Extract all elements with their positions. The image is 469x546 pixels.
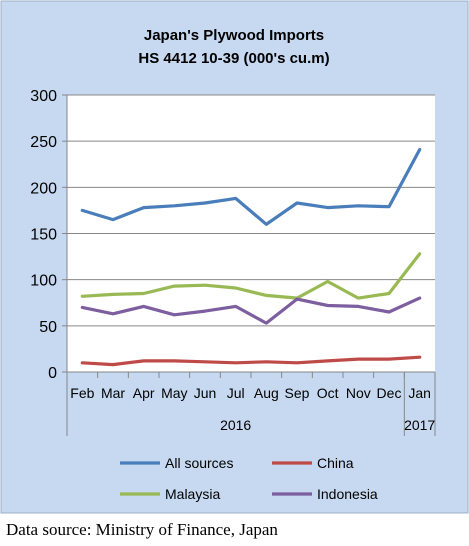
series-line-malaysia [80, 252, 422, 300]
series-line-china [80, 355, 422, 367]
data-point-indonesia-dec [388, 311, 390, 313]
x-tick-label-aug: Aug [254, 385, 279, 401]
data-point-all-sources-dec [388, 205, 390, 208]
data-point-china-nov [357, 358, 360, 360]
legend: All sources China Malaysia Indonesia [120, 455, 378, 502]
y-tick-label-300: 300 [30, 88, 57, 105]
y-tick-label-250: 250 [30, 134, 57, 151]
data-point-indonesia-oct [326, 304, 329, 307]
data-point-all-sources-oct [326, 206, 329, 209]
data-point-all-sources-mar [112, 218, 114, 221]
series-indonesia [80, 296, 422, 325]
series-line-indonesia [80, 296, 422, 325]
legend-item-malaysia: Malaysia [120, 486, 220, 502]
data-point-china-may [173, 360, 176, 362]
data-point-indonesia-aug [265, 322, 268, 324]
data-point-china-oct [326, 360, 329, 362]
data-point-indonesia-mar [112, 312, 114, 315]
data-point-indonesia-jun [204, 310, 206, 312]
series-lines [80, 147, 422, 367]
y-tick-label-50: 50 [39, 319, 57, 336]
data-point-malaysia-jun [204, 284, 206, 287]
x-tick-label-nov: Nov [346, 385, 371, 401]
data-point-china-feb [81, 361, 84, 364]
data-point-china-apr [142, 360, 145, 362]
legend-item-indonesia: Indonesia [272, 486, 378, 502]
data-point-all-sources-feb [81, 209, 84, 212]
x-tick-label-sep: Sep [285, 385, 310, 401]
x-tick-label-may: May [161, 385, 187, 401]
data-point-all-sources-apr [142, 206, 145, 209]
data-point-china-jul [234, 361, 237, 364]
data-point-china-mar [112, 363, 114, 366]
data-point-all-sources-jul [234, 197, 237, 200]
data-point-malaysia-feb [81, 295, 84, 298]
data-point-indonesia-jul [234, 305, 237, 308]
data-point-indonesia-feb [81, 306, 84, 309]
x-tick-label-feb: Feb [70, 385, 94, 401]
legend-label-malaysia: Malaysia [165, 486, 220, 502]
x-tick-label-jul: Jul [227, 385, 245, 401]
series-all-sources [80, 147, 422, 226]
x-tick-label-apr: Apr [133, 385, 155, 401]
y-tick-label-150: 150 [30, 227, 57, 244]
year-label-2017: 2017 [404, 417, 435, 433]
grid-lines [67, 94, 435, 327]
data-point-indonesia-apr [142, 305, 145, 308]
data-point-malaysia-apr [142, 292, 145, 295]
data-point-indonesia-jan [418, 297, 421, 300]
x-tick-label-jan: Jan [408, 385, 431, 401]
data-point-malaysia-oct [326, 280, 329, 283]
data-point-china-sep [296, 361, 298, 364]
legend-label-all-sources: All sources [165, 455, 233, 471]
data-point-malaysia-may [173, 285, 176, 288]
line-chart: Japan's Plywood Imports HS 4412 10-39 (0… [0, 0, 469, 514]
data-point-malaysia-mar [112, 293, 114, 296]
data-point-malaysia-nov [357, 297, 360, 300]
data-point-malaysia-dec [388, 292, 390, 295]
x-tick-label-jun: Jun [194, 385, 217, 401]
legend-item-china: China [272, 455, 354, 471]
y-axis: 0 50 100 150 200 250 300 [30, 88, 68, 382]
x-tick-label-mar: Mar [101, 385, 125, 401]
data-point-all-sources-jan [418, 148, 421, 151]
data-point-malaysia-jan [418, 252, 421, 255]
y-tick-label-200: 200 [30, 180, 57, 197]
data-point-malaysia-jul [234, 287, 237, 289]
data-point-all-sources-aug [265, 223, 268, 226]
data-point-malaysia-aug [265, 294, 268, 297]
data-point-all-sources-may [173, 204, 176, 207]
legend-item-all-sources: All sources [120, 455, 233, 471]
data-point-all-sources-jun [204, 202, 206, 204]
y-tick-label-100: 100 [30, 273, 57, 290]
chart-container: Japan's Plywood Imports HS 4412 10-39 (0… [0, 0, 469, 514]
data-source-note: Data source: Ministry of Finance, Japan [6, 520, 278, 539]
series-line-all-sources [80, 147, 422, 226]
data-point-china-dec [388, 358, 390, 360]
data-point-indonesia-may [173, 313, 176, 316]
data-point-china-aug [265, 360, 268, 363]
legend-label-china: China [317, 455, 354, 471]
y-tick-label-0: 0 [48, 365, 57, 382]
data-point-all-sources-nov [357, 204, 360, 207]
x-tick-label-dec: Dec [377, 385, 402, 401]
year-label-2016: 2016 [220, 417, 251, 433]
x-axis: Feb Mar Apr May Jun Jul Aug Sep Oct Nov Dec Jan 2016… [66, 371, 436, 436]
data-point-all-sources-sep [296, 202, 298, 204]
series-malaysia [80, 252, 422, 300]
x-tick-label-oct: Oct [317, 385, 339, 401]
data-point-indonesia-sep [296, 298, 298, 300]
series-china [80, 355, 422, 367]
legend-label-indonesia: Indonesia [317, 486, 378, 502]
chart-title: Japan's Plywood Imports [144, 27, 324, 44]
data-point-china-jan [418, 356, 421, 359]
data-point-indonesia-nov [357, 305, 360, 308]
data-point-china-jun [204, 360, 206, 363]
chart-subtitle: HS 4412 10-39 (000's cu.m) [138, 50, 329, 67]
